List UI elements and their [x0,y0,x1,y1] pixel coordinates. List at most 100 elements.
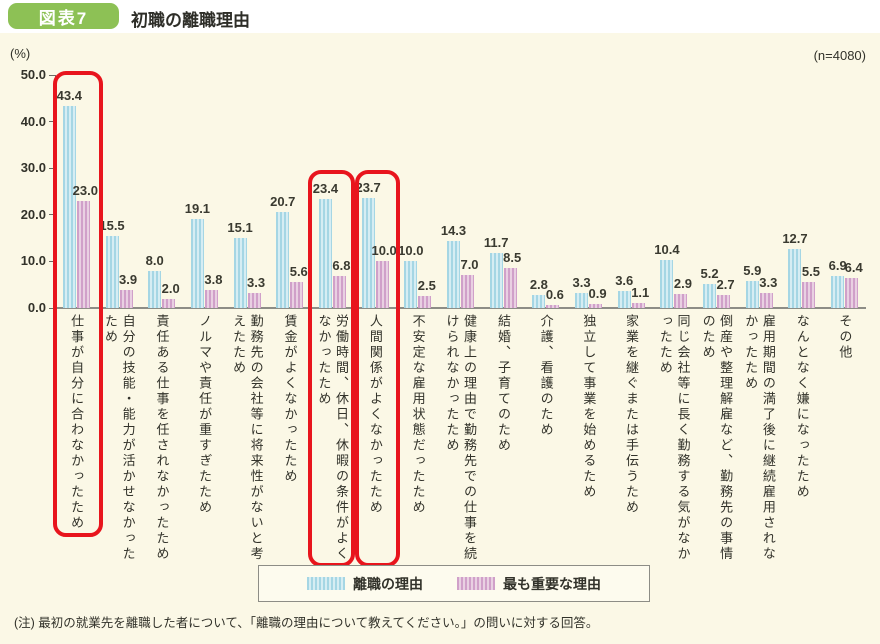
bar-series1 [148,270,162,308]
value-label-series1: 43.4 [56,87,82,103]
value-label-series1: 5.2 [700,265,719,281]
value-label-series2: 3.3 [247,274,266,290]
y-tick-label: 20.0 [20,206,46,222]
category-label: 勤務先の会社等に将来性がないと考えたため [231,314,264,562]
bar-series2 [76,200,90,308]
y-axis-tick [49,260,55,262]
legend-item: 最も重要な理由 [457,574,601,594]
value-label-series1: 11.7 [483,235,509,251]
bar-series2 [589,303,603,308]
bar-series1 [575,292,589,308]
value-label-series2: 0.6 [545,287,564,303]
value-label-series2: 23.0 [72,182,98,198]
category-label: 責任ある仕事を任されなかったため [154,314,170,562]
bar-series2 [247,292,261,308]
value-label-series1: 19.1 [184,200,211,216]
highlight-box [53,71,103,537]
value-label-series1: 2.8 [529,276,548,292]
category-label: 賃金がよくなかったため [282,314,298,485]
value-label-series1: 23.7 [355,179,381,195]
bar-series2 [546,305,560,308]
value-label-series1: 8.0 [145,252,164,268]
bar-series2 [332,276,346,308]
bar-series1 [788,248,802,308]
value-label-series2: 2.0 [161,280,180,296]
bar-series2 [418,296,432,308]
value-label-series2: 3.9 [118,271,138,287]
category-label: 健康上の理由で勤務先での仕事を続けられなかったため [444,314,478,562]
category-label: 同じ会社等に長く勤務する気がなかったため [657,314,691,562]
bar-series1 [233,237,247,308]
category-label: その他 [837,314,853,361]
value-label-series2: 0.9 [588,285,607,301]
bar-series1 [489,253,503,308]
bar-series1 [617,291,631,308]
figure-badge: 図表7 [8,3,119,29]
y-axis-tick [49,74,55,76]
legend-label-series1: 離職の理由 [353,575,423,592]
value-label-series2: 6.4 [844,260,863,276]
value-label-series2: 8.5 [503,250,522,266]
value-label-series1: 12.7 [782,230,808,246]
y-axis-tick [49,307,55,309]
legend: 離職の理由 最も重要な理由 [258,565,650,602]
y-tick-label: 10.0 [20,253,46,269]
category-label: 介護、看護のため [538,314,554,438]
bar-series1 [62,105,76,308]
category-label: 雇用期間の満了後に継続雇用されなかったため [743,314,776,562]
legend-label-series2: 最も重要な理由 [503,575,601,592]
category-label: 人間関係がよくなかったため [367,314,383,516]
value-label-series1: 10.4 [654,241,680,257]
highlight-box [355,170,400,567]
value-label-series2: 3.8 [204,272,223,288]
value-label-series2: 5.6 [289,263,308,279]
bar-series2 [759,292,773,308]
legend-swatch-series1 [307,577,345,590]
value-label-series2: 3.3 [759,274,778,290]
bar-series2 [461,275,474,308]
bar-series2 [503,268,517,308]
bar-series1 [745,280,759,308]
value-label-series1: 15.1 [227,219,253,235]
y-tick-label: 40.0 [20,113,46,129]
x-axis [53,307,866,309]
y-tick-label: 30.0 [20,160,46,176]
category-label: 独立して事業を始めるため [581,314,597,500]
value-label-series1: 23.4 [312,180,339,196]
bar-series2 [119,289,133,308]
category-label: 労働時間、休日、休暇の条件がよくなかったため [316,314,349,562]
bar-series1 [190,218,204,308]
value-label-series1: 3.6 [615,273,634,289]
value-label-series1: 5.9 [743,262,762,278]
bar-series2 [162,298,176,308]
value-label-series2: 5.5 [801,264,821,280]
highlight-box [308,170,355,567]
bar-series2 [802,282,816,308]
bar-series2 [631,302,645,308]
bar-series1 [703,283,717,308]
bar-series1 [276,211,290,308]
bar-series1 [532,294,546,308]
bar-series1 [447,241,460,308]
value-label-series2: 2.9 [673,276,692,292]
footnote: (注) 最初の就業先を離職した者について、「離職の理由について教えてください。」… [14,616,599,630]
value-label-series1: 10.0 [398,243,424,259]
value-label-series2: 10.0 [371,243,397,259]
figure-title: 初職の離職理由 [131,11,250,30]
legend-item: 離職の理由 [307,574,423,594]
bar-series1 [361,197,375,308]
sample-size-label: (n=4080) [813,48,866,63]
value-label-series1: 15.5 [99,217,125,233]
category-label: なんとなく嫌になったため [794,314,810,500]
value-label-series1: 14.3 [440,223,467,239]
bar-series1 [404,261,418,308]
value-label-series2: 2.5 [417,278,436,294]
chart-panel [0,33,880,644]
category-label: 不安定な雇用状態だったため [410,314,426,516]
bar-series2 [674,294,688,308]
value-label-series2: 2.7 [716,277,735,293]
value-label-series2: 1.1 [631,284,650,300]
category-label: 自分の技能・能力が活かせなかったため [103,314,136,562]
value-label-series1: 3.3 [572,274,591,290]
